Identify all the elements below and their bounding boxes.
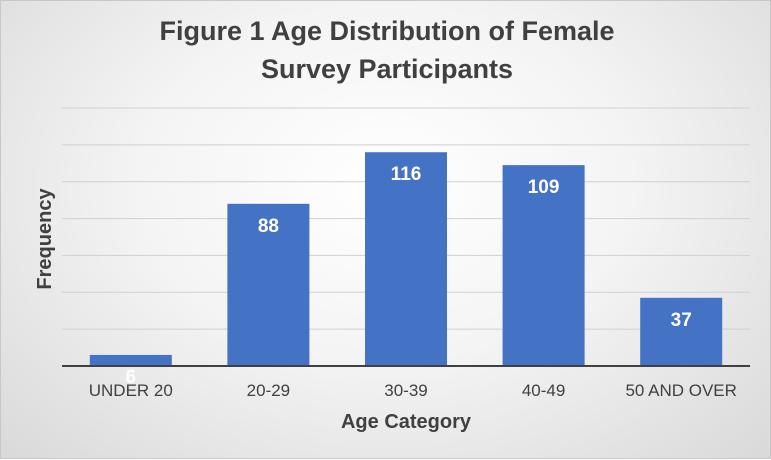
x-tick-label-4: 50 AND OVER xyxy=(625,381,737,400)
data-label-4: 37 xyxy=(671,310,692,331)
data-label-0: 6 xyxy=(126,367,137,388)
bars xyxy=(89,152,723,366)
y-axis-title: Frequency xyxy=(34,188,56,290)
data-labels: 6 88 116 109 37 xyxy=(126,164,692,388)
x-tick-label-2: 30-39 xyxy=(384,381,427,400)
x-tick-label-1: 20-29 xyxy=(247,381,290,400)
data-label-1: 88 xyxy=(258,216,279,237)
bar-4 xyxy=(640,297,723,366)
data-label-3: 109 xyxy=(528,177,560,198)
chart-title-line-1: Figure 1 Age Distribution of Female xyxy=(159,16,614,46)
bar-2 xyxy=(365,152,447,366)
x-tick-labels: UNDER 20 20-29 30-39 40-49 50 AND OVER xyxy=(89,381,737,400)
x-tick-label-3: 40-49 xyxy=(522,381,565,400)
x-axis-title: Age Category xyxy=(341,411,472,433)
bar-3 xyxy=(502,165,585,366)
chart-title-line-2: Survey Participants xyxy=(261,54,513,84)
data-label-2: 116 xyxy=(391,164,422,185)
x-tick-label-0: UNDER 20 xyxy=(89,381,173,400)
bar-0 xyxy=(89,354,172,366)
bar-1 xyxy=(227,203,310,366)
